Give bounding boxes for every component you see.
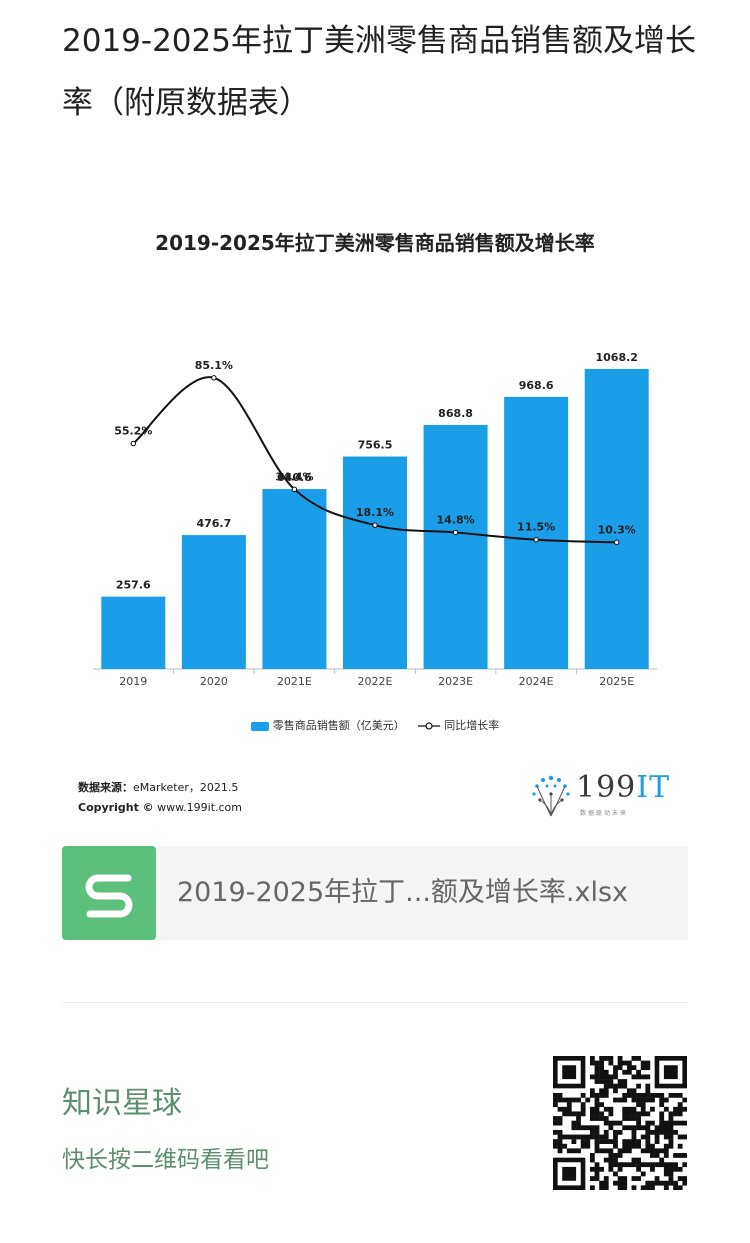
bar-label: 1068.2 <box>595 351 637 364</box>
bar-label: 257.6 <box>116 579 151 592</box>
growth-label: 11.5% <box>517 521 555 534</box>
bar-2023E <box>423 424 488 669</box>
brand-tagline: 数据驱动未来 <box>580 810 629 817</box>
brand-logo: 199IT 数据驱动未来 <box>528 770 678 818</box>
x-tick-label: 2025E <box>599 675 634 688</box>
growth-label: 85.1% <box>195 359 233 372</box>
growth-point <box>372 522 378 528</box>
growth-point <box>614 539 620 546</box>
legend-bar-swatch <box>250 721 269 731</box>
attachment-card[interactable]: 2019-2025年拉丁...额及增长率.xlsx <box>62 846 688 940</box>
x-tick-label: 2022E <box>358 675 393 688</box>
bar-label: 476.7 <box>196 517 231 530</box>
bar-2022E <box>343 456 407 669</box>
growth-point <box>533 537 539 543</box>
growth-label: 18.1% <box>356 506 394 519</box>
bar-2020 <box>181 535 246 669</box>
planet-subtitle: 快长按二维码看看吧 <box>62 1147 269 1173</box>
x-tick-label: 2021E <box>277 675 312 688</box>
chart-legend: 零售商品销售额（亿美元） 同比增长率 <box>62 717 688 733</box>
chart-title: 2019-2025年拉丁美洲零售商品销售额及增长率 <box>155 231 595 255</box>
wps-sheet-icon <box>62 846 156 940</box>
x-tick-label: 2020 <box>200 675 228 688</box>
x-tick-label: 2019 <box>119 675 147 688</box>
source-text: eMarketer，2021.5 <box>133 781 239 794</box>
legend-line-icon <box>418 722 441 730</box>
dandelion-icon <box>532 775 570 817</box>
bar-label: 756.5 <box>358 438 393 451</box>
growth-label: 34.4% <box>275 470 313 483</box>
legend-bar-label: 零售商品销售额（亿美元） <box>272 719 405 732</box>
chart-svg: 257.62019476.72020640.62021E756.52022E86… <box>93 351 657 688</box>
copyright-text: www.199it.com <box>157 801 243 814</box>
bar-label: 968.6 <box>519 379 554 392</box>
bar-2019 <box>101 596 166 669</box>
planet-title: 知识星球 <box>62 1086 182 1121</box>
bar-2021E <box>262 489 327 669</box>
growth-label: 10.3% <box>598 523 636 536</box>
legend-line-label: 同比增长率 <box>444 719 500 732</box>
growth-point <box>291 486 298 493</box>
divider <box>62 1002 688 1003</box>
bar-label: 868.8 <box>438 407 473 420</box>
attachment-filename[interactable]: 2019-2025年拉丁...额及增长率.xlsx <box>177 877 629 908</box>
growth-label: 14.8% <box>436 513 474 526</box>
copyright-label: Copyright © <box>78 801 154 814</box>
source-note: 数据来源：eMarketer，2021.5 Copyright © www.19… <box>78 778 242 818</box>
x-tick-label: 2024E <box>519 675 554 688</box>
growth-label: 55.2% <box>114 425 152 438</box>
source-label: 数据来源： <box>78 781 133 794</box>
growth-point <box>452 529 459 536</box>
bar-2025E <box>584 368 649 669</box>
article-title: 2019-2025年拉丁美洲零售商品销售额及增长率（附原数据表） <box>62 23 696 121</box>
growth-point <box>130 440 136 447</box>
chart-card: 257.6 2019 476.7 2020 640.6 2021E 756.5 2022E 86… <box>62 205 688 825</box>
growth-point <box>211 375 217 381</box>
x-tick-label: 2023E <box>438 675 473 688</box>
bar-2024E <box>504 396 569 669</box>
brand-name: 199IT <box>576 770 671 805</box>
qr-code[interactable] <box>553 1056 687 1190</box>
